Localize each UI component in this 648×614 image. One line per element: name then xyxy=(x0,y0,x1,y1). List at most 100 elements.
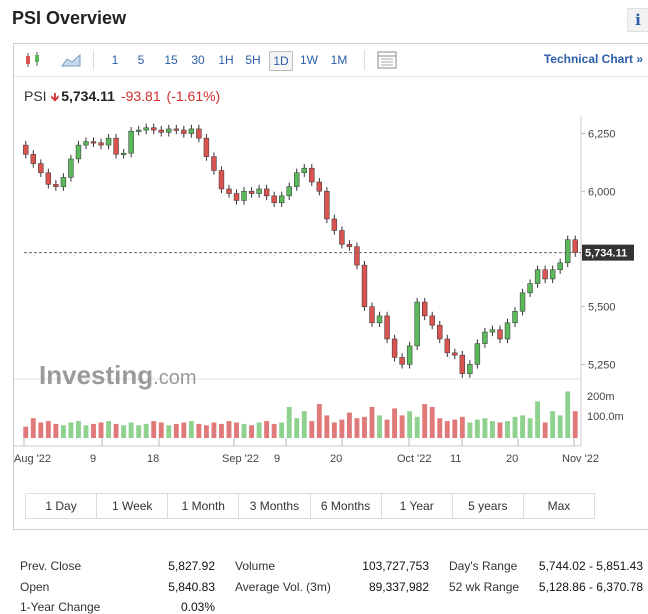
range-1-day[interactable]: 1 Day xyxy=(26,494,98,518)
candle-down xyxy=(399,357,405,365)
candle-down xyxy=(53,184,59,187)
volume-bar xyxy=(422,404,428,438)
candle-down xyxy=(263,188,270,197)
candle-up xyxy=(406,345,413,365)
candle-down xyxy=(211,156,217,171)
range-1-week[interactable]: 1 Week xyxy=(97,494,169,518)
stat-label: Volume xyxy=(235,559,276,573)
candle-down xyxy=(542,269,548,280)
candle-down xyxy=(45,172,52,185)
interval-button-30[interactable]: 30 xyxy=(191,53,205,67)
candle-up xyxy=(241,191,247,201)
stat-value: 5,744.02 - 5,851.43 xyxy=(538,559,643,573)
page-title: PSI Overview xyxy=(12,8,127,28)
interval-button-1w[interactable]: 1W xyxy=(300,53,318,67)
y-tick-label: 5,250 xyxy=(588,359,616,371)
down-arrow-icon: 🡻 xyxy=(50,90,60,104)
stat-value: 0.03% xyxy=(180,600,215,614)
stat-value: 5,840.83 xyxy=(168,580,215,594)
candle-up xyxy=(534,269,541,284)
range-max[interactable]: Max xyxy=(547,499,571,513)
candle-down xyxy=(38,163,44,174)
interval-button-1h[interactable]: 1H xyxy=(218,53,234,67)
candle-down xyxy=(158,129,164,133)
info-icon[interactable]: i xyxy=(627,8,648,32)
candle-up xyxy=(527,283,533,294)
range-1-month[interactable]: 1 Month xyxy=(168,494,240,518)
volume-bar xyxy=(143,423,149,438)
candle-down xyxy=(196,128,202,139)
range-3-months[interactable]: 3 Months xyxy=(239,494,311,518)
volume-tick-label: 100.0m xyxy=(587,411,624,423)
volume-bar xyxy=(76,421,81,438)
symbol: PSI xyxy=(24,88,47,104)
stat-average-volume: Average Vol. (3m) 89,337,982 xyxy=(235,580,429,594)
volume-bar xyxy=(158,422,164,438)
candle-down xyxy=(421,301,428,317)
interval-button-1m[interactable]: 1M xyxy=(330,53,348,67)
volume-bar xyxy=(354,418,360,438)
x-tick-label: 20 xyxy=(506,453,518,465)
x-tick-label: 11 xyxy=(450,453,461,465)
volume-bar xyxy=(444,421,450,438)
interval-button-1d[interactable]: 1D xyxy=(269,51,293,71)
candle-up xyxy=(557,262,563,270)
layout-icon[interactable] xyxy=(376,50,398,70)
candle-up xyxy=(489,329,496,333)
quote-line: PSI 🡻 5,734.11 -93.81 (-1.61%) xyxy=(24,88,220,109)
stat-label: Open xyxy=(20,580,50,594)
candle-down xyxy=(30,154,36,164)
volume-bar xyxy=(249,425,255,438)
candle-up xyxy=(166,128,172,133)
candle-up xyxy=(120,152,127,155)
volume-bar xyxy=(211,422,217,438)
price-change-percent: (-1.61%) xyxy=(166,88,221,104)
stat-value: 103,727,753 xyxy=(362,559,429,573)
candle-down xyxy=(391,338,398,358)
volume-bar xyxy=(23,426,29,438)
candle-down xyxy=(98,142,104,146)
candle-down xyxy=(572,239,578,253)
volume-bar xyxy=(535,401,541,438)
candle-up xyxy=(474,343,481,365)
volume-tick-label: 200m xyxy=(587,391,615,403)
x-tick-label: Sep '22 xyxy=(222,453,259,465)
volume-bar xyxy=(106,421,112,438)
candle-down xyxy=(173,128,180,131)
price-chart[interactable]: 6,2506,0005,7505,5005,250Investing.com5,… xyxy=(14,116,648,486)
y-tick-label: 6,000 xyxy=(588,186,616,198)
volume-bar xyxy=(98,422,104,438)
volume-bar xyxy=(45,421,51,438)
technical-chart-link[interactable]: Technical Chart » xyxy=(543,52,643,66)
candle-down xyxy=(331,218,338,231)
interval-button-15[interactable]: 15 xyxy=(164,53,178,67)
range-6-months[interactable]: 6 Months xyxy=(311,494,382,518)
candle-down xyxy=(339,230,345,245)
volume-bar xyxy=(241,423,247,438)
candle-up xyxy=(519,292,526,312)
range-1-year[interactable]: 1 Year xyxy=(382,494,453,518)
volume-bar xyxy=(414,416,420,438)
interval-button-5h[interactable]: 5H xyxy=(245,53,261,67)
last-price-label: 5,734.11 xyxy=(585,248,627,260)
volume-bar xyxy=(542,422,548,438)
candle-down xyxy=(233,193,240,201)
range-5-years[interactable]: 5 years xyxy=(453,494,524,518)
volume-bar xyxy=(429,406,435,438)
interval-button-5[interactable]: 5 xyxy=(137,53,145,67)
volume-bar xyxy=(362,416,367,438)
candle-down xyxy=(346,244,353,247)
candlestick-icon[interactable] xyxy=(22,50,44,70)
volume-bar xyxy=(68,422,74,438)
stat-value: 5,128.86 - 6,370.78 xyxy=(538,580,643,594)
candle-down xyxy=(151,127,157,131)
area-chart-icon[interactable] xyxy=(60,50,82,70)
candle-down xyxy=(23,144,29,155)
volume-bar xyxy=(369,406,375,438)
x-tick-label: 9 xyxy=(90,453,96,465)
volume-bar xyxy=(286,406,292,438)
candle-up xyxy=(68,158,74,178)
interval-button-1[interactable]: 1 xyxy=(111,53,119,67)
candle-down xyxy=(497,329,503,340)
volume-bar xyxy=(384,419,390,438)
